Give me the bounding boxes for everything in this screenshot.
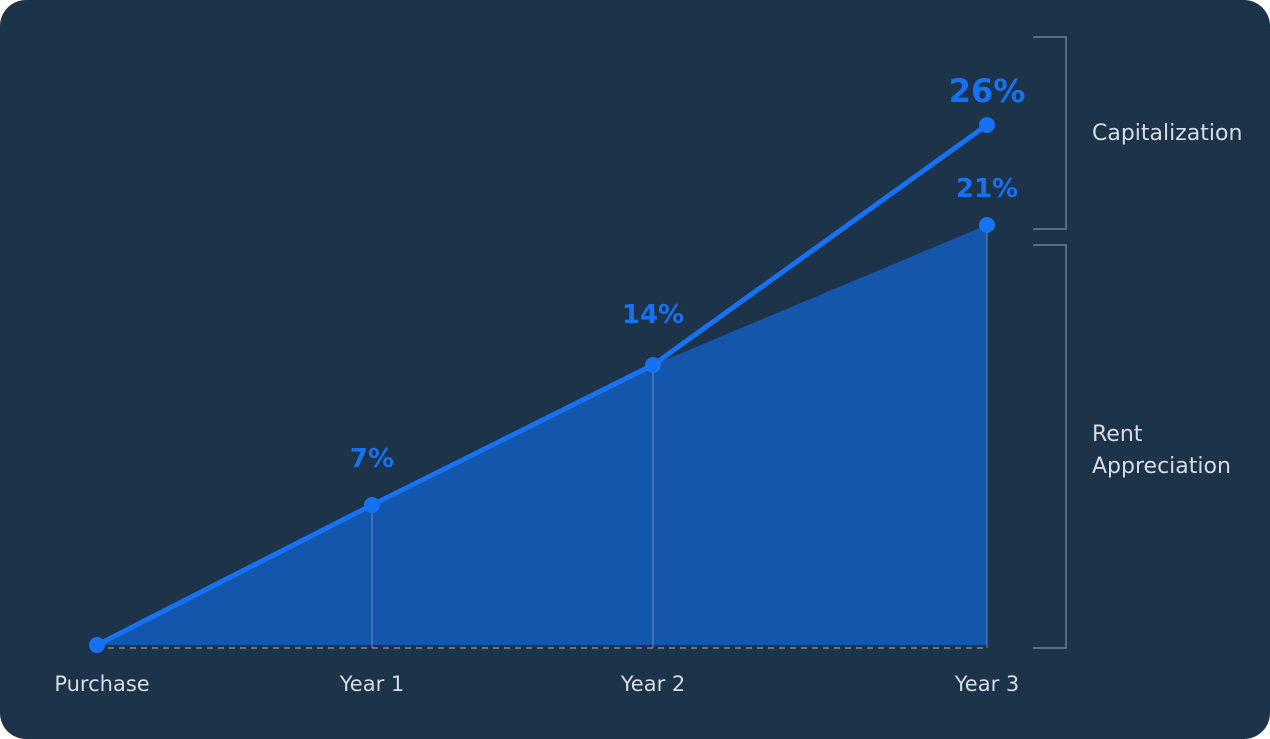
data-label-rent-year-3: 21%: [956, 174, 1018, 204]
data-label-capitalization-year-3: 26%: [949, 72, 1026, 110]
capitalization-line: [650, 122, 990, 368]
data-label-rent-year-1: 7%: [350, 444, 394, 474]
capitalization-label: Capitalization: [1092, 121, 1242, 146]
rent-appreciation-bracket: [1033, 244, 1067, 649]
capitalization-bracket: [1033, 36, 1067, 230]
point-rent-year-3: [979, 217, 995, 233]
tick-label-year-2: Year 2: [620, 672, 686, 696]
point-capitalization-year-3: [979, 117, 995, 133]
rent-appreciation-label: Rent Appreciation: [1092, 422, 1231, 479]
data-label-rent-year-2: 14%: [622, 300, 684, 330]
tick-label-year-3: Year 3: [954, 672, 1020, 696]
point-rent-purchase: [89, 637, 105, 653]
point-rent-year-1: [364, 497, 380, 513]
rent-appreciation-area: [97, 225, 987, 645]
point-rent-year-2: [645, 357, 661, 373]
tick-label-purchase: Purchase: [54, 672, 149, 696]
tick-label-year-1: Year 1: [339, 672, 405, 696]
